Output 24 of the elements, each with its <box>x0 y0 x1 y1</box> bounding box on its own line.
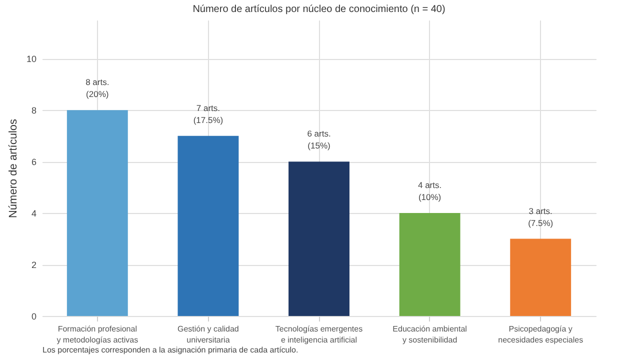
x-tick-label: Gestión y calidad universitaria <box>178 324 239 344</box>
text: Los porcentajes corresponden a la asignación primaria de cada artículo. <box>42 346 298 354</box>
data-label: 3 arts. (7.5%) <box>528 206 554 228</box>
x-tick-label: Psicopedagogía y necesidades especiales <box>498 324 584 344</box>
y-tick-label: 4 <box>31 208 36 219</box>
data-label: 6 arts. (15%) <box>307 128 331 151</box>
y-tick-label: 8 <box>31 106 36 116</box>
x-tick-label: Formación profesional y metodologías activas <box>56 324 138 344</box>
x-tick-label: Educación ambiental y sostenibilidad <box>392 324 468 344</box>
bar <box>288 162 350 316</box>
y-tick-label: 10 <box>26 54 36 64</box>
data-label: 7 arts. (17.5%) <box>193 102 224 125</box>
data-label: 8 arts. (20%) <box>86 77 110 100</box>
bar <box>510 238 572 316</box>
x-tick-label: Tecnologías emergentes e inteligencia artificial <box>275 324 363 344</box>
bar <box>399 213 460 316</box>
chart-title: Número de artículos por núcleo de conocimiento (n = 40) <box>192 4 446 15</box>
y-tick-label: 0 <box>31 312 36 322</box>
y-tick-label: 2 <box>31 260 36 270</box>
y-axis-title: Número de artículos <box>7 118 20 218</box>
data-label: 4 arts. (10%) <box>418 180 442 202</box>
bar <box>66 110 128 316</box>
bar <box>178 136 239 316</box>
y-tick-label: 6 <box>31 157 36 168</box>
